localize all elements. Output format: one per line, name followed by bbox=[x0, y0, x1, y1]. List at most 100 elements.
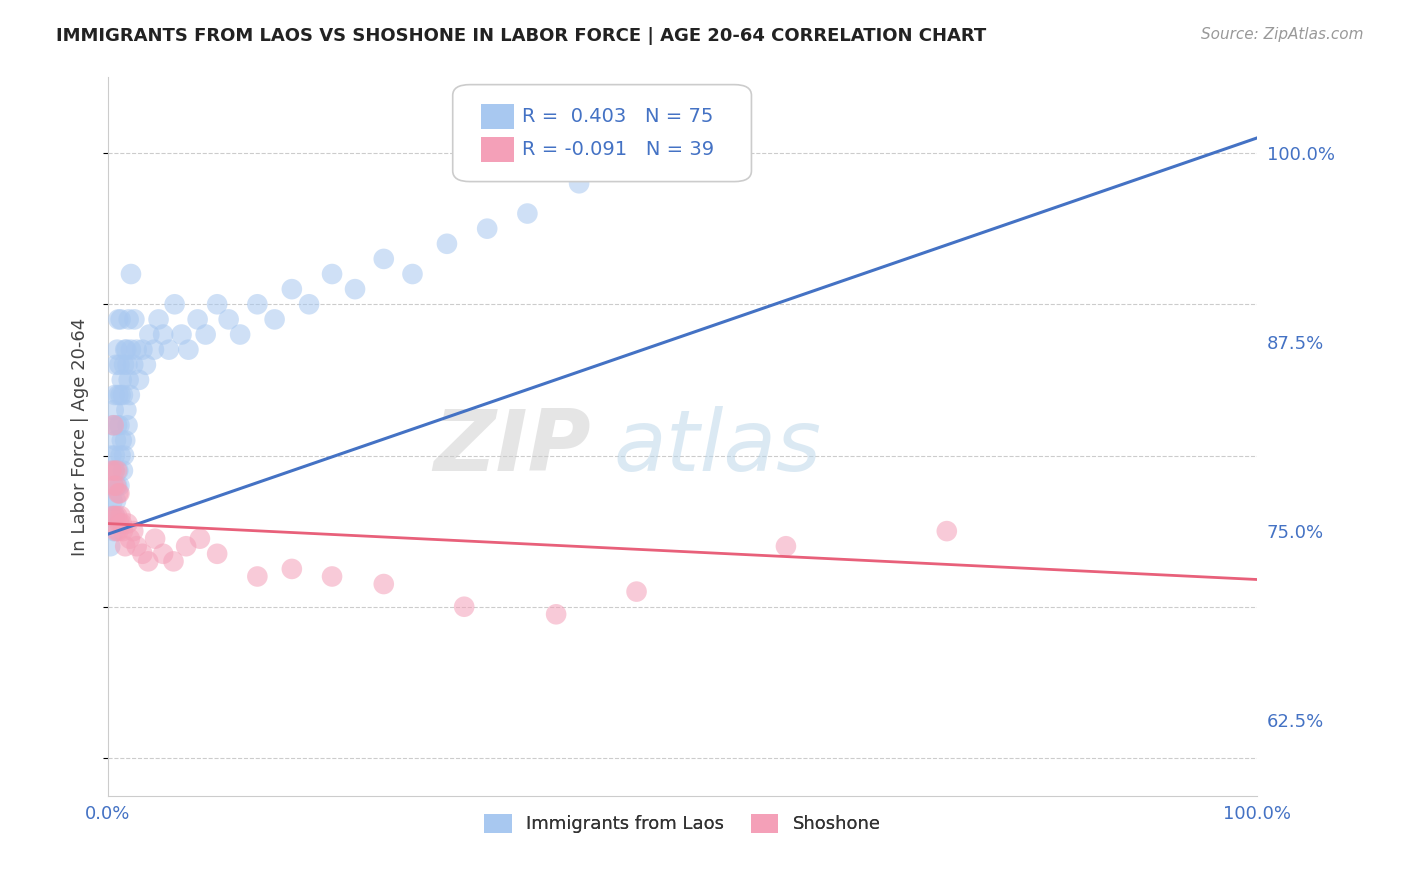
Point bbox=[111, 373, 134, 387]
Point bbox=[105, 358, 128, 372]
Point bbox=[152, 547, 174, 561]
Point bbox=[218, 312, 240, 326]
Point bbox=[148, 312, 170, 326]
Point bbox=[373, 577, 395, 591]
Point bbox=[101, 494, 124, 508]
Point bbox=[112, 358, 135, 372]
Point bbox=[117, 516, 139, 531]
Point bbox=[170, 327, 193, 342]
Point bbox=[105, 479, 128, 493]
Point bbox=[105, 343, 128, 357]
Point bbox=[104, 508, 127, 523]
Point bbox=[111, 434, 134, 448]
Point bbox=[105, 464, 128, 478]
Point bbox=[108, 358, 131, 372]
Point bbox=[110, 508, 132, 523]
Point bbox=[163, 297, 186, 311]
Point bbox=[935, 524, 957, 538]
Point bbox=[138, 327, 160, 342]
Point bbox=[344, 282, 367, 296]
Point bbox=[321, 569, 343, 583]
Point bbox=[104, 508, 127, 523]
Point bbox=[110, 388, 132, 402]
Point bbox=[157, 343, 180, 357]
Point bbox=[100, 449, 122, 463]
Point bbox=[516, 206, 538, 220]
Point bbox=[108, 486, 131, 500]
Point bbox=[118, 373, 141, 387]
Point bbox=[135, 358, 157, 372]
Text: R =  0.403   N = 75: R = 0.403 N = 75 bbox=[522, 107, 713, 127]
Point bbox=[453, 599, 475, 614]
Point bbox=[111, 464, 134, 478]
Point bbox=[108, 418, 131, 433]
Point bbox=[98, 539, 121, 553]
Point bbox=[107, 486, 129, 500]
Point bbox=[546, 607, 568, 622]
Point bbox=[117, 358, 139, 372]
Point bbox=[104, 388, 127, 402]
Point bbox=[122, 524, 145, 538]
Point bbox=[114, 343, 136, 357]
Point bbox=[100, 464, 122, 478]
Point bbox=[115, 403, 138, 417]
Point bbox=[131, 547, 153, 561]
Point bbox=[626, 146, 648, 161]
Point bbox=[104, 449, 127, 463]
Point bbox=[115, 343, 138, 357]
Point bbox=[131, 343, 153, 357]
Point bbox=[162, 554, 184, 568]
Point bbox=[108, 479, 131, 493]
Text: ZIP: ZIP bbox=[433, 406, 591, 489]
Point bbox=[114, 539, 136, 553]
Point bbox=[188, 532, 211, 546]
Point bbox=[103, 418, 125, 433]
Point bbox=[194, 327, 217, 342]
Point bbox=[103, 403, 125, 417]
Text: R = -0.091   N = 39: R = -0.091 N = 39 bbox=[522, 141, 714, 160]
Point bbox=[105, 434, 128, 448]
Point bbox=[298, 297, 321, 311]
Point bbox=[187, 312, 209, 326]
Point bbox=[263, 312, 285, 326]
FancyBboxPatch shape bbox=[481, 137, 513, 162]
Point bbox=[118, 312, 141, 326]
Point bbox=[475, 221, 498, 235]
Point bbox=[107, 464, 129, 478]
Point bbox=[125, 539, 148, 553]
Point bbox=[112, 449, 135, 463]
Point bbox=[105, 524, 128, 538]
Point bbox=[107, 312, 129, 326]
Point bbox=[136, 554, 159, 568]
Point bbox=[101, 508, 124, 523]
Point bbox=[128, 373, 150, 387]
Point bbox=[281, 282, 304, 296]
Point bbox=[111, 388, 134, 402]
Point bbox=[205, 297, 228, 311]
Point bbox=[401, 267, 423, 281]
Point bbox=[124, 312, 146, 326]
Point bbox=[142, 343, 165, 357]
Point bbox=[107, 524, 129, 538]
Point bbox=[118, 532, 141, 546]
Point bbox=[436, 236, 458, 251]
FancyBboxPatch shape bbox=[453, 85, 751, 182]
Point bbox=[103, 464, 125, 478]
Point bbox=[101, 418, 124, 433]
Point bbox=[174, 539, 197, 553]
Point bbox=[120, 343, 142, 357]
Point bbox=[246, 569, 269, 583]
Point bbox=[105, 508, 128, 523]
Point bbox=[205, 547, 228, 561]
Point bbox=[143, 532, 166, 546]
Point bbox=[105, 494, 128, 508]
Point bbox=[103, 479, 125, 493]
Point bbox=[568, 176, 591, 190]
Point bbox=[105, 418, 128, 433]
Text: Source: ZipAtlas.com: Source: ZipAtlas.com bbox=[1201, 27, 1364, 42]
Point bbox=[125, 343, 148, 357]
FancyBboxPatch shape bbox=[481, 104, 513, 129]
Point bbox=[373, 252, 395, 266]
Point bbox=[626, 584, 648, 599]
Text: atlas: atlas bbox=[613, 406, 821, 489]
